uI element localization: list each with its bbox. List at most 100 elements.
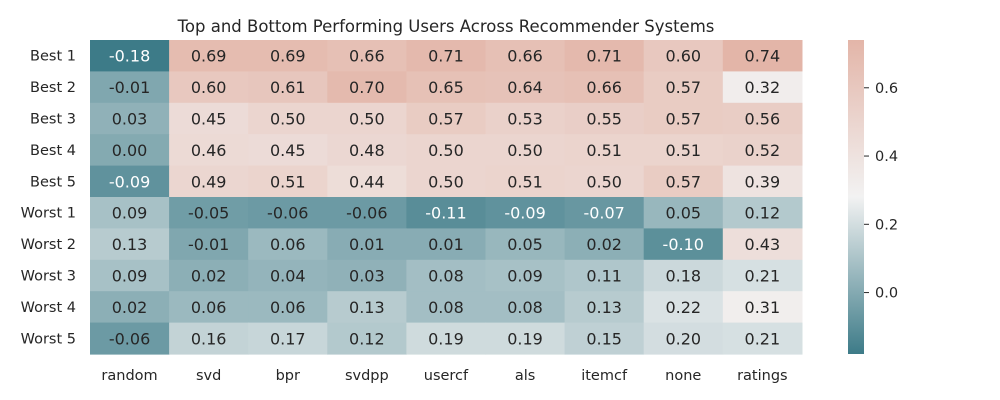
heatmap-cell	[722, 134, 803, 167]
heatmap-cell	[722, 165, 803, 198]
heatmap-cell	[406, 228, 487, 261]
cell-value-label: 0.08	[428, 298, 464, 317]
cell-value-label: 0.18	[665, 267, 701, 286]
heatmap-cell	[90, 102, 170, 135]
cell-value-label: 0.50	[349, 110, 385, 129]
cell-value-label: 0.57	[665, 110, 701, 129]
heatmap-cell	[722, 259, 803, 292]
heatmap-cell	[327, 228, 407, 261]
heatmap-cell	[327, 291, 407, 324]
heatmap-cell	[564, 197, 645, 229]
heatmap-cell	[643, 71, 724, 104]
heatmap-cell	[406, 291, 487, 324]
heatmap-cell	[169, 259, 249, 292]
heatmap-cell	[485, 322, 566, 355]
cell-value-label: 0.71	[428, 47, 464, 66]
cell-value-label: 0.50	[507, 141, 543, 160]
column-labels: random svd bpr svdpp usercf als itemcf none rati…	[101, 368, 787, 384]
heatmap-cell	[169, 228, 249, 261]
heatmap-cell	[564, 40, 645, 72]
colorbar-tick-label: 0.2	[875, 217, 898, 233]
cell-value-label: 0.16	[191, 329, 227, 348]
cell-value-label: -0.05	[188, 204, 229, 223]
heatmap-cell	[248, 102, 328, 135]
cell-value-label: 0.02	[586, 235, 622, 254]
heatmap-cell	[90, 228, 170, 261]
heatmap-cell	[643, 40, 724, 72]
heatmap-cell	[406, 102, 487, 135]
heatmap-cell	[248, 197, 328, 229]
cell-value-label: 0.66	[586, 78, 622, 97]
cell-value-label: 0.19	[428, 329, 464, 348]
heatmap-cell	[722, 228, 803, 261]
heatmap-cell	[327, 259, 407, 292]
cell-value-label: 0.09	[112, 204, 148, 223]
cell-value-label: -0.06	[267, 204, 308, 223]
heatmap-cell	[722, 40, 803, 72]
cell-value-label: 0.09	[112, 267, 148, 286]
cell-value-label: 0.21	[745, 329, 781, 348]
cell-value-label: 0.50	[586, 172, 622, 191]
cell-value-label: -0.18	[109, 47, 150, 66]
heatmap-cell	[169, 40, 249, 72]
cell-value-label: 0.39	[745, 172, 781, 191]
colorbar-tick-label: 0.6	[875, 81, 898, 97]
heatmap-cell	[169, 322, 249, 355]
heatmap-cell	[485, 40, 566, 72]
cell-value-label: 0.32	[745, 78, 781, 97]
heatmap-cell	[327, 102, 407, 135]
cell-value-label: 0.31	[745, 298, 781, 317]
cell-value-label: -0.11	[425, 204, 466, 223]
heatmap-cell	[248, 228, 328, 261]
cell-value-label: 0.48	[349, 141, 385, 160]
heatmap-cell	[722, 197, 803, 229]
heatmap-cell	[248, 71, 328, 104]
heatmap-cell	[564, 259, 645, 292]
heatmap-cell	[248, 165, 328, 198]
cell-value-label: 0.08	[507, 298, 543, 317]
heatmap-cell	[327, 322, 407, 355]
cell-value-label: 0.50	[428, 172, 464, 191]
cell-value-label: 0.06	[270, 235, 306, 254]
heatmap-cell	[485, 102, 566, 135]
colorbar-gradient	[848, 40, 864, 354]
cell-value-label: 0.03	[112, 110, 148, 129]
heatmap-cell	[327, 71, 407, 104]
cell-value-label: 0.50	[428, 141, 464, 160]
cell-value-label: 0.57	[428, 110, 464, 129]
heatmap-cell	[169, 71, 249, 104]
heatmap-cell	[643, 102, 724, 135]
cell-value-label: -0.09	[504, 204, 545, 223]
heatmap-cell	[485, 291, 566, 324]
heatmap-cell	[248, 40, 328, 72]
cell-value-label: 0.12	[349, 329, 385, 348]
heatmap-cell	[169, 291, 249, 324]
heatmap-cell	[90, 165, 170, 198]
chart-title: Top and Bottom Performing Users Across R…	[177, 17, 715, 36]
cell-value-label: 0.55	[586, 110, 622, 129]
heatmap-cell	[90, 259, 170, 292]
row-label: Worst 4	[21, 300, 76, 316]
heatmap-cell	[564, 228, 645, 261]
cell-value-label: 0.06	[191, 298, 227, 317]
cell-value-label: 0.05	[507, 235, 543, 254]
cell-value-label: 0.01	[428, 235, 464, 254]
heatmap-cell	[169, 165, 249, 198]
cell-value-label: 0.51	[586, 141, 622, 160]
row-label: Best 2	[30, 80, 76, 96]
heatmap-cell	[485, 259, 566, 292]
cell-value-label: 0.03	[349, 267, 385, 286]
cell-value-label: 0.12	[745, 204, 781, 223]
cell-value-label: 0.60	[191, 78, 227, 97]
heatmap-cell	[643, 228, 724, 261]
row-label: Best 4	[30, 143, 76, 159]
heatmap-cell	[485, 197, 566, 229]
colorbar-tick-label: 0.0	[875, 286, 898, 302]
heatmap-cell	[169, 134, 249, 167]
heatmap-cell	[564, 102, 645, 135]
row-label: Best 5	[30, 174, 76, 190]
cell-value-label: 0.21	[745, 267, 781, 286]
column-label: als	[515, 368, 535, 384]
heatmap-cell	[327, 134, 407, 167]
heatmap-cell	[564, 134, 645, 167]
